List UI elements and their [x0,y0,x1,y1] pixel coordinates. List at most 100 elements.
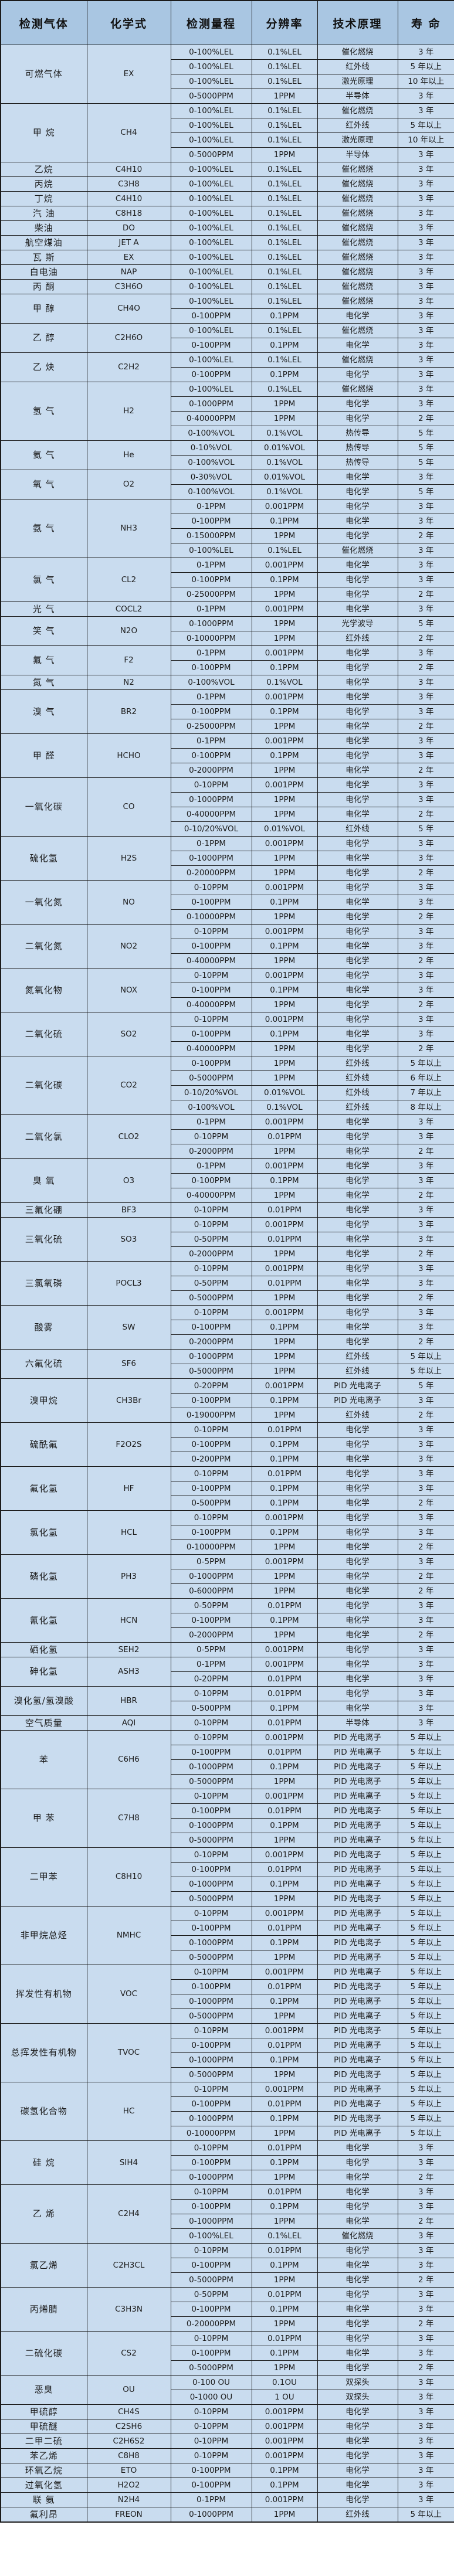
resolution-cell: 0.001PPM [251,2419,318,2434]
range-cell: 0-10PPM [170,1715,252,1731]
principle-cell: 红外线 [317,118,398,133]
gas-name-cell: 航空煤油 [0,235,87,250]
table-row: 0-5000PPM 1PPM PID 光电离子 5 年以上 [1,1833,454,1848]
range-cell: 0-10PPM [170,2448,252,2463]
range-cell: 0-2000PPM [170,1334,252,1350]
resolution-cell: 0.1PPM [251,1701,318,1716]
range-cell: 0-5000PPM [170,2360,252,2376]
range-cell: 0-100%VOL [170,1100,252,1115]
table-row: 氦 气 He 0-10%VOL 0.01%VOL 热传导 5 年 [0,440,454,470]
range-cell: 0-5000PPM [170,147,252,162]
table-row: 0-20000PPM 1PPM 电化学 2 年 [1,865,454,881]
table-row: 0-1000PPM 1PPM 电化学 2 年 [1,2170,454,2185]
lifespan-cell: 2 年 [397,1496,454,1511]
range-cell: 0-100PPM [170,2096,252,2112]
gas-name-cell: 硫酰氟 [0,1422,87,1467]
principle-cell: PID 光电离子 [317,1833,398,1848]
lifespan-cell: 3 年 [397,294,454,309]
table-row: 0-5000PPM 1PPM 电化学 2 年 [1,2360,454,2376]
gas-name-cell: 硫化氢 [0,836,87,881]
resolution-cell: 1PPM [251,909,318,925]
resolution-cell: 1PPM [251,1070,318,1086]
lifespan-cell: 2 年 [397,2360,454,2376]
gas-name-cell: 丙 酮 [0,279,87,294]
resolution-cell: 0.001PPM [251,2492,318,2507]
table-row: 0-500PPM 0.1PPM 电化学 3 年 [1,1701,454,1716]
table-row: 0-200PPM 0.1PPM 电化学 3 年 [1,1452,454,1467]
principle-cell: 电化学 [317,338,398,353]
lifespan-cell: 2 年 [397,1583,454,1599]
resolution-cell: 0.1%LEL [251,250,318,265]
resolution-cell: 0.01PPM [251,1803,318,1819]
table-row: 0-100PPM 0.01PPM PID 光电离子 5 年以上 [1,2038,454,2053]
table-header: 检测气体 化学式 检测量程 分辨率 技术原理 寿 命 [0,0,454,45]
lifespan-cell: 3 年 [397,1613,454,1628]
range-cell: 0-5000PPM [170,1070,252,1086]
table-row: 0-6000PPM 1PPM 电化学 2 年 [1,1583,454,1599]
table-row: 0-100PPM 0.1PPM 电化学 3 年 [1,2155,454,2170]
lifespan-cell: 3 年 [397,470,454,485]
range-cell: 0-10PPM [170,2023,252,2038]
resolution-cell: 0.1PPM [251,572,318,587]
principle-cell: 电化学 [317,2360,398,2376]
table-row: 0-1000PPM 0.1PPM PID 光电离子 5 年以上 [1,2111,454,2126]
range-cell: 0-25000PPM [170,587,252,602]
principle-cell: 电化学 [317,997,398,1012]
principle-cell: 双探头 [317,2390,398,2405]
principle-cell: 电化学 [317,1613,398,1628]
table-row: 六氟化硫 SF6 0-1000PPM 1PPM 红外线 5 年以上 [0,1349,454,1379]
table-row: 硫化氢 H2S 0-1PPM 0.001PPM 电化学 3 年 [0,836,454,881]
table-row: 氮氧化物 NOX 0-10PPM 0.001PPM 电化学 3 年 [0,968,454,1012]
principle-cell: 电化学 [317,924,398,939]
formula-cell: O3 [86,1158,171,1203]
gas-name-cell: 溴甲烷 [0,1378,87,1423]
lifespan-cell: 3 年 [397,2375,454,2390]
lifespan-cell: 5 年以上 [397,1803,454,1819]
lifespan-cell: 2 年 [397,997,454,1012]
header-principle: 技术原理 [317,0,398,45]
range-cell: 0-10PPM [170,1422,252,1437]
resolution-cell: 0.01%VOL [251,470,318,485]
principle-cell: 催化燃烧 [317,103,398,118]
formula-cell: NAP [86,264,171,280]
range-cell: 0-5000PPM [170,1891,252,1906]
principle-cell: 电化学 [317,1554,398,1569]
principle-cell: PID 光电离子 [317,2082,398,2097]
principle-cell: 电化学 [317,1627,398,1643]
formula-cell: SIH4 [86,2140,171,2185]
range-cell: 0-10PPM [170,1730,252,1745]
principle-cell: 电化学 [317,939,398,954]
table-row: 0-10/20%VOL 0.01%VOL 红外线 5 年 [1,821,454,837]
range-cell: 0-40000PPM [170,1188,252,1203]
formula-cell: VOC [86,1965,171,2024]
lifespan-cell: 5 年以上 [397,1994,454,2009]
lifespan-cell: 2 年 [397,807,454,822]
resolution-cell: 0.001PPM [251,601,318,617]
range-cell: 0-50PPM [170,1232,252,1247]
table-row: 氯 气 CL2 0-1PPM 0.001PPM 电化学 3 年 [0,558,454,602]
lifespan-cell: 2 年 [397,1540,454,1555]
lifespan-cell: 2 年 [397,528,454,543]
header-resolution: 分辨率 [251,0,318,45]
principle-cell: 电化学 [317,1188,398,1203]
principle-cell: 催化燃烧 [317,235,398,250]
lifespan-cell: 3 年 [397,1114,454,1130]
gas-name-cell: 一氧化氮 [0,880,87,925]
lifespan-cell: 3 年 [397,836,454,851]
gas-name-cell: 六氟化硫 [0,1349,87,1379]
resolution-cell: 0.001PPM [251,1510,318,1525]
range-cell: 0-1000PPM [170,616,252,631]
lifespan-cell: 5 年以上 [397,1818,454,1833]
formula-cell: H2O2 [86,2478,171,2493]
principle-cell: PID 光电离子 [317,1847,398,1863]
range-cell: 0-20000PPM [170,865,252,881]
formula-cell: CLO2 [86,1114,171,1159]
range-cell: 0-100%VOL [170,484,252,499]
lifespan-cell: 5 年以上 [397,1891,454,1906]
table-row: 0-100PPM 0.1PPM 电化学 3 年 [1,2346,454,2361]
range-cell: 0-10PPM [170,1686,252,1701]
principle-cell: 电化学 [317,1569,398,1584]
resolution-cell: 0.01PPM [251,1671,318,1687]
gas-name-cell: 光 气 [0,601,87,617]
resolution-cell: 0.001PPM [251,1657,318,1672]
